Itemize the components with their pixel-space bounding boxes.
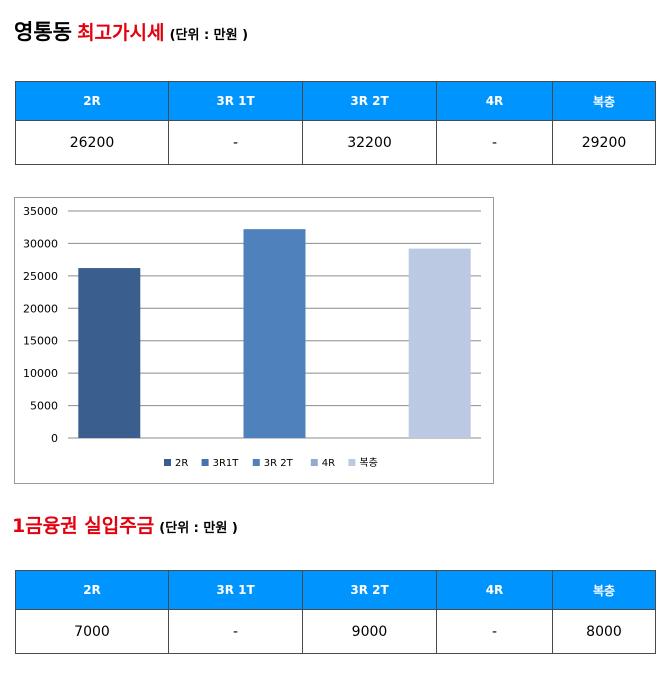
legend-label: 2R: [175, 458, 188, 469]
price-header-2r: 2R: [15, 81, 169, 121]
move-in-table-header-row: 2R 3R 1T 3R 2T 4R 복층: [15, 570, 656, 610]
legend-label: 4R: [322, 458, 335, 469]
section2-title: 1금융권 실입주금 (단위 : 만원 ): [12, 511, 238, 538]
legend-label: 3R 2T: [264, 458, 294, 469]
y-tick-label: 0: [51, 432, 58, 445]
move-in-value-3r1t: -: [168, 609, 303, 654]
y-tick-label: 25000: [23, 270, 58, 283]
move-in-value-4r: -: [436, 609, 553, 654]
legend-swatch: [252, 459, 260, 466]
section1-unit: (단위 : 만원 ): [169, 28, 249, 43]
section2-unit: (단위 : 만원 ): [159, 521, 238, 536]
move-in-header-3r2t: 3R 2T: [302, 570, 437, 610]
price-value-3r2t: 32200: [302, 120, 437, 165]
price-table-row: 26200 - 32200 - 29200: [15, 120, 656, 165]
y-tick-label: 15000: [23, 335, 58, 348]
price-header-3r1t: 3R 1T: [168, 81, 303, 121]
legend-label: 복층: [359, 457, 377, 469]
price-value-3r1t: -: [168, 120, 303, 165]
y-tick-label: 20000: [23, 302, 58, 315]
move-in-table-row: 7000 - 9000 - 8000: [15, 609, 656, 654]
price-header-4r: 4R: [436, 81, 553, 121]
move-in-header-3r1t: 3R 1T: [168, 570, 303, 610]
section1-title: 영통동 최고가시세 (단위 : 만원 ): [14, 16, 248, 46]
price-value-2r: 26200: [15, 120, 169, 165]
legend-swatch: [348, 459, 356, 466]
price-table: 2R 3R 1T 3R 2T 4R 복층 26200 - 32200 - 292…: [15, 81, 656, 165]
move-in-header-2r: 2R: [15, 570, 169, 610]
price-table-header-row: 2R 3R 1T 3R 2T 4R 복층: [15, 81, 656, 121]
price-chart-svg: 0 5000 10000 15000 20000 25000 30000 35000 2R 3R1…: [23, 205, 481, 469]
section2-subtitle: 1금융권 실입주금: [12, 515, 155, 537]
y-tick-label: 30000: [23, 237, 58, 250]
location-name: 영통동: [14, 20, 72, 44]
legend-swatch: [201, 459, 209, 466]
move-in-header-duplex: 복층: [552, 570, 656, 610]
price-value-4r: -: [436, 120, 553, 165]
move-in-table: 2R 3R 1T 3R 2T 4R 복층 7000 - 9000 - 8000: [15, 570, 656, 654]
legend-swatch: [164, 459, 171, 466]
bar-1: [78, 268, 141, 438]
price-chart: 0 5000 10000 15000 20000 25000 30000 35000 2R 3R1…: [14, 197, 494, 484]
price-header-duplex: 복층: [552, 81, 656, 121]
section1-subtitle: 최고가시세: [77, 22, 165, 44]
move-in-value-3r2t: 9000: [302, 609, 437, 654]
move-in-value-2r: 7000: [15, 609, 169, 654]
y-tick-label: 5000: [30, 400, 58, 413]
price-value-duplex: 29200: [552, 120, 656, 165]
move-in-value-duplex: 8000: [552, 609, 656, 654]
y-tick-label: 10000: [23, 367, 58, 380]
bar-3: [243, 229, 306, 438]
y-tick-label: 35000: [23, 205, 58, 218]
price-header-3r2t: 3R 2T: [302, 81, 437, 121]
legend-label: 3R1T: [213, 458, 240, 469]
bar-5: [408, 248, 471, 438]
legend-swatch: [310, 459, 318, 466]
move-in-header-4r: 4R: [436, 570, 553, 610]
